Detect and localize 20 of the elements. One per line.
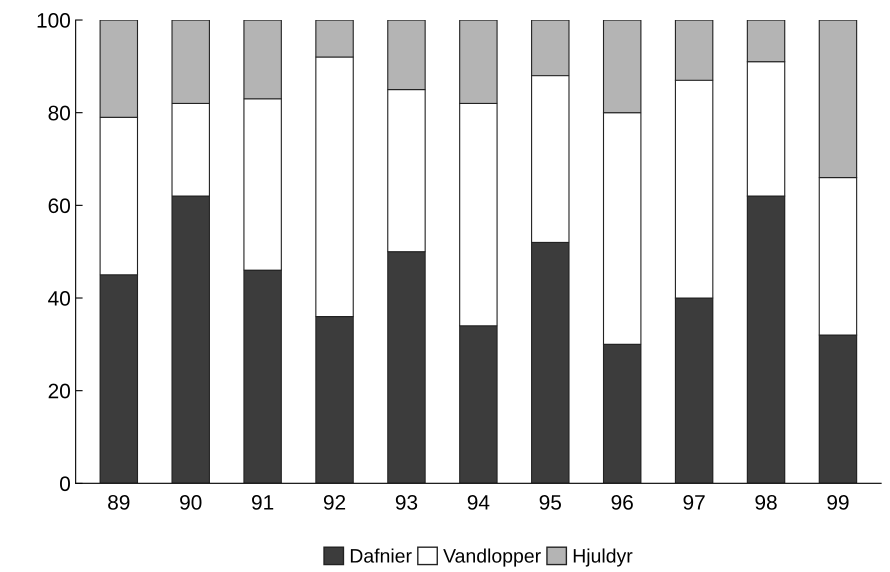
legend-label: Hjuldyr: [574, 548, 632, 567]
x-tick-label: 96: [612, 495, 633, 510]
x-tick-label: 94: [468, 495, 490, 510]
x-tick-label: 99: [827, 495, 849, 510]
x-tick-label: 90: [180, 495, 202, 510]
legend-label: Dafnier: [350, 548, 412, 563]
y-tick-label: 20: [48, 384, 70, 398]
x-tick-label: 98: [755, 495, 777, 510]
x-tick-label: 97: [684, 495, 705, 510]
x-tick-label: 92: [324, 495, 346, 510]
y-tick-label: 0: [60, 476, 70, 492]
x-tick-label: 91: [252, 495, 274, 510]
x-tick-label: 93: [396, 495, 418, 510]
x-tick-label: 89: [108, 495, 130, 510]
y-tick-label: 40: [48, 291, 70, 306]
x-tick-label: 95: [540, 495, 562, 510]
y-tick-label: 100: [38, 13, 70, 28]
y-tick-label: 80: [48, 106, 70, 120]
y-tick-label: 60: [48, 198, 70, 214]
legend-label: Vandlopper: [443, 548, 541, 567]
